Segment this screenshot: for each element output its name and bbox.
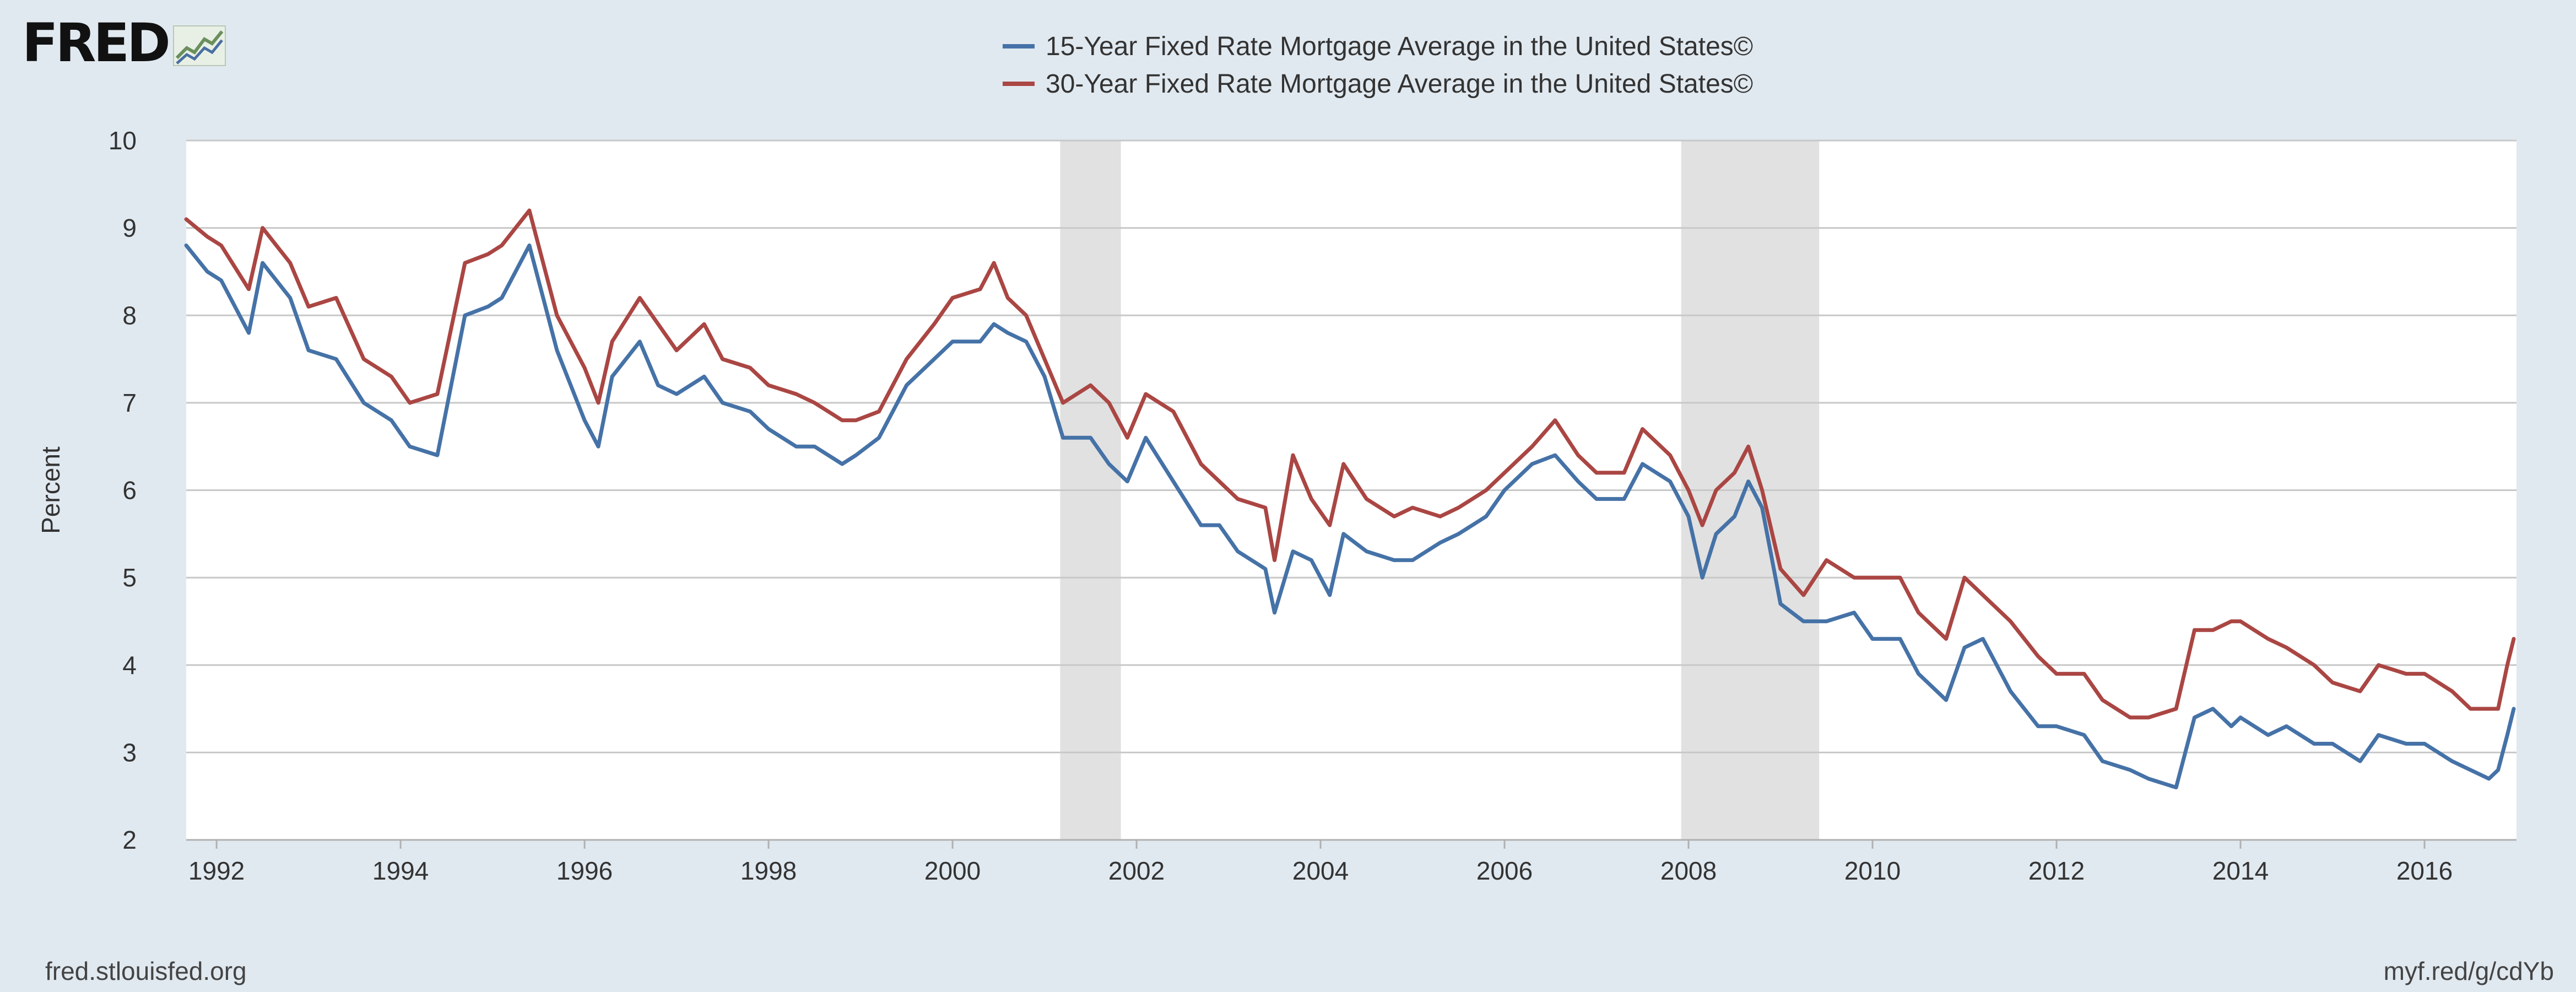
y-tick-label: 3: [122, 738, 137, 767]
y-tick-label: 6: [122, 476, 137, 505]
legend-swatch-30-year: [1003, 82, 1035, 86]
footer-short-link[interactable]: myf.red/g/cdYb: [2383, 957, 2554, 985]
x-tick-label: 2004: [1292, 856, 1349, 885]
series-line-30-year: [184, 208, 2516, 720]
chart-icon: [172, 25, 226, 66]
fred-logo-text: FRED: [22, 12, 171, 74]
x-tick-label: 2008: [1660, 856, 1717, 885]
legend-item-30-year[interactable]: 30-Year Fixed Rate Mortgage Average in t…: [1003, 65, 1753, 103]
x-tick-label: 1998: [740, 856, 797, 885]
chart-legend: 15-Year Fixed Rate Mortgage Average in t…: [1003, 28, 1753, 103]
legend-item-15-year[interactable]: 15-Year Fixed Rate Mortgage Average in t…: [1003, 28, 1753, 65]
legend-swatch-15-year: [1003, 44, 1035, 48]
fred-logo[interactable]: FRED: [22, 12, 228, 74]
y-tick-label: 10: [109, 126, 137, 155]
x-tick-label: 1992: [188, 856, 245, 885]
x-tick-label: 1996: [556, 856, 613, 885]
y-tick-label: 5: [122, 563, 137, 592]
x-tick-label: 2002: [1108, 856, 1165, 885]
x-tick-label: 2000: [924, 856, 981, 885]
x-tick-label: 2006: [1476, 856, 1533, 885]
x-tick-label: 1994: [372, 856, 429, 885]
y-tick-label: 4: [122, 651, 137, 680]
line-chart: 2 3 4 5 6 7 8 9 10 1992 1994 1996 1998 2000 2002 2004 20…: [36, 126, 2517, 885]
x-tick-label: 2010: [1844, 856, 1901, 885]
x-tick-label: 2016: [2396, 856, 2453, 885]
y-tick-label: 2: [122, 826, 137, 854]
footer-source-link[interactable]: fred.stlouisfed.org: [45, 957, 247, 985]
y-tick-label: 9: [122, 214, 137, 242]
x-tick-label: 2012: [2028, 856, 2085, 885]
legend-label-30-year: 30-Year Fixed Rate Mortgage Average in t…: [1046, 69, 1754, 99]
series-line-15-year: [184, 243, 2516, 790]
y-tick-label: 7: [122, 389, 137, 417]
x-tick-label: 2014: [2212, 856, 2269, 885]
y-axis-label: Percent: [36, 446, 65, 534]
y-tick-label: 8: [122, 301, 137, 330]
legend-label-15-year: 15-Year Fixed Rate Mortgage Average in t…: [1046, 31, 1754, 61]
